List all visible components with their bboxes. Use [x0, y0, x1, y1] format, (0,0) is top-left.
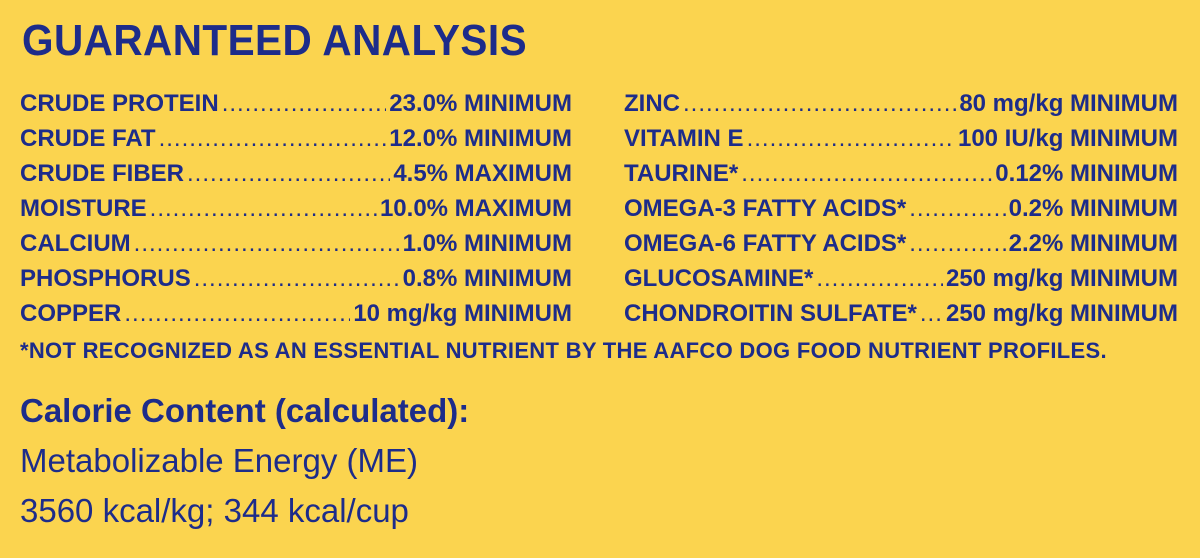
nutrient-row: CHONDROITIN SULFATE* 250 mg/kg MINIMUM	[624, 296, 1178, 331]
nutrient-name: OMEGA-3 FATTY ACIDS*	[624, 195, 907, 222]
dot-leader	[150, 191, 377, 226]
nutrient-name: CALCIUM	[20, 230, 131, 257]
dot-leader	[747, 121, 955, 156]
dot-leader	[134, 226, 400, 261]
nutrient-name: VITAMIN E	[624, 125, 744, 152]
nutrient-row: TAURINE* 0.12% MINIMUM	[624, 156, 1178, 191]
calorie-values: 3560 kcal/kg; 344 kcal/cup	[20, 492, 409, 529]
nutrient-list-right: ZINC 80 mg/kg MINIMUM VITAMIN E 100 IU/k…	[624, 86, 1178, 331]
nutrient-row: PHOSPHORUS 0.8% MINIMUM	[20, 261, 572, 296]
dot-leader	[909, 191, 1005, 226]
dot-leader	[741, 156, 992, 191]
nutrient-row: CRUDE FIBER 4.5% MAXIMUM	[20, 156, 572, 191]
nutrient-row: ZINC 80 mg/kg MINIMUM	[624, 86, 1178, 121]
nutrient-list-left: CRUDE PROTEIN 23.0% MINIMUM CRUDE FAT 12…	[20, 86, 572, 331]
nutrient-value: 250 mg/kg MINIMUM	[945, 300, 1178, 327]
nutrient-row: COPPER 10 mg/kg MINIMUM	[20, 296, 572, 331]
nutrient-value: 1.0% MINIMUM	[402, 230, 572, 257]
dot-leader	[187, 156, 390, 191]
nutrient-value: 0.8% MINIMUM	[402, 265, 572, 292]
nutrient-row: VITAMIN E 100 IU/kg MINIMUM	[624, 121, 1178, 156]
nutrient-name: CRUDE FAT	[20, 125, 156, 152]
nutrient-name: GLUCOSAMINE*	[624, 265, 814, 292]
nutrient-name: MOISTURE	[20, 195, 147, 222]
dot-leader	[909, 226, 1005, 261]
dot-leader	[920, 296, 943, 331]
nutrient-value: 0.2% MINIMUM	[1008, 195, 1178, 222]
dot-leader	[159, 121, 387, 156]
nutrient-name: TAURINE*	[624, 160, 739, 187]
nutrient-value: 100 IU/kg MINIMUM	[957, 125, 1178, 152]
nutrient-name: COPPER	[20, 300, 122, 327]
dot-leader	[816, 261, 943, 296]
dot-leader	[194, 261, 400, 296]
nutrient-name: CRUDE FIBER	[20, 160, 185, 187]
nutrient-name: CRUDE PROTEIN	[20, 90, 219, 117]
nutrient-value: 10.0% MAXIMUM	[379, 195, 572, 222]
nutrient-row: OMEGA-6 FATTY ACIDS* 2.2% MINIMUM	[624, 226, 1178, 261]
nutrient-name: PHOSPHORUS	[20, 265, 191, 292]
nutrient-row: CALCIUM 1.0% MINIMUM	[20, 226, 572, 261]
nutrient-row: CRUDE FAT 12.0% MINIMUM	[20, 121, 572, 156]
nutrient-value: 4.5% MAXIMUM	[393, 160, 572, 187]
nutrient-value: 10 mg/kg MINIMUM	[353, 300, 572, 327]
calorie-energy-label: Metabolizable Energy (ME)	[20, 442, 418, 479]
nutrient-value: 0.12% MINIMUM	[995, 160, 1178, 187]
nutrient-row: OMEGA-3 FATTY ACIDS* 0.2% MINIMUM	[624, 191, 1178, 226]
nutrient-value: 12.0% MINIMUM	[389, 125, 572, 152]
footnote: *NOT RECOGNIZED AS AN ESSENTIAL NUTRIENT…	[20, 338, 1107, 363]
nutrient-name: ZINC	[624, 90, 680, 117]
calorie-heading: Calorie Content (calculated):	[20, 392, 470, 429]
nutrient-value: 250 mg/kg MINIMUM	[945, 265, 1178, 292]
dot-leader	[683, 86, 956, 121]
nutrient-row: CRUDE PROTEIN 23.0% MINIMUM	[20, 86, 572, 121]
nutrient-value: 23.0% MINIMUM	[389, 90, 572, 117]
page-title: GUARANTEED ANALYSIS	[22, 16, 528, 65]
nutrient-value: 2.2% MINIMUM	[1008, 230, 1178, 257]
nutrient-name: CHONDROITIN SULFATE*	[624, 300, 917, 327]
nutrient-row: GLUCOSAMINE* 250 mg/kg MINIMUM	[624, 261, 1178, 296]
dot-leader	[222, 86, 387, 121]
nutrient-row: MOISTURE 10.0% MAXIMUM	[20, 191, 572, 226]
nutrient-value: 80 mg/kg MINIMUM	[959, 90, 1178, 117]
nutrient-name: OMEGA-6 FATTY ACIDS*	[624, 230, 907, 257]
dot-leader	[124, 296, 350, 331]
